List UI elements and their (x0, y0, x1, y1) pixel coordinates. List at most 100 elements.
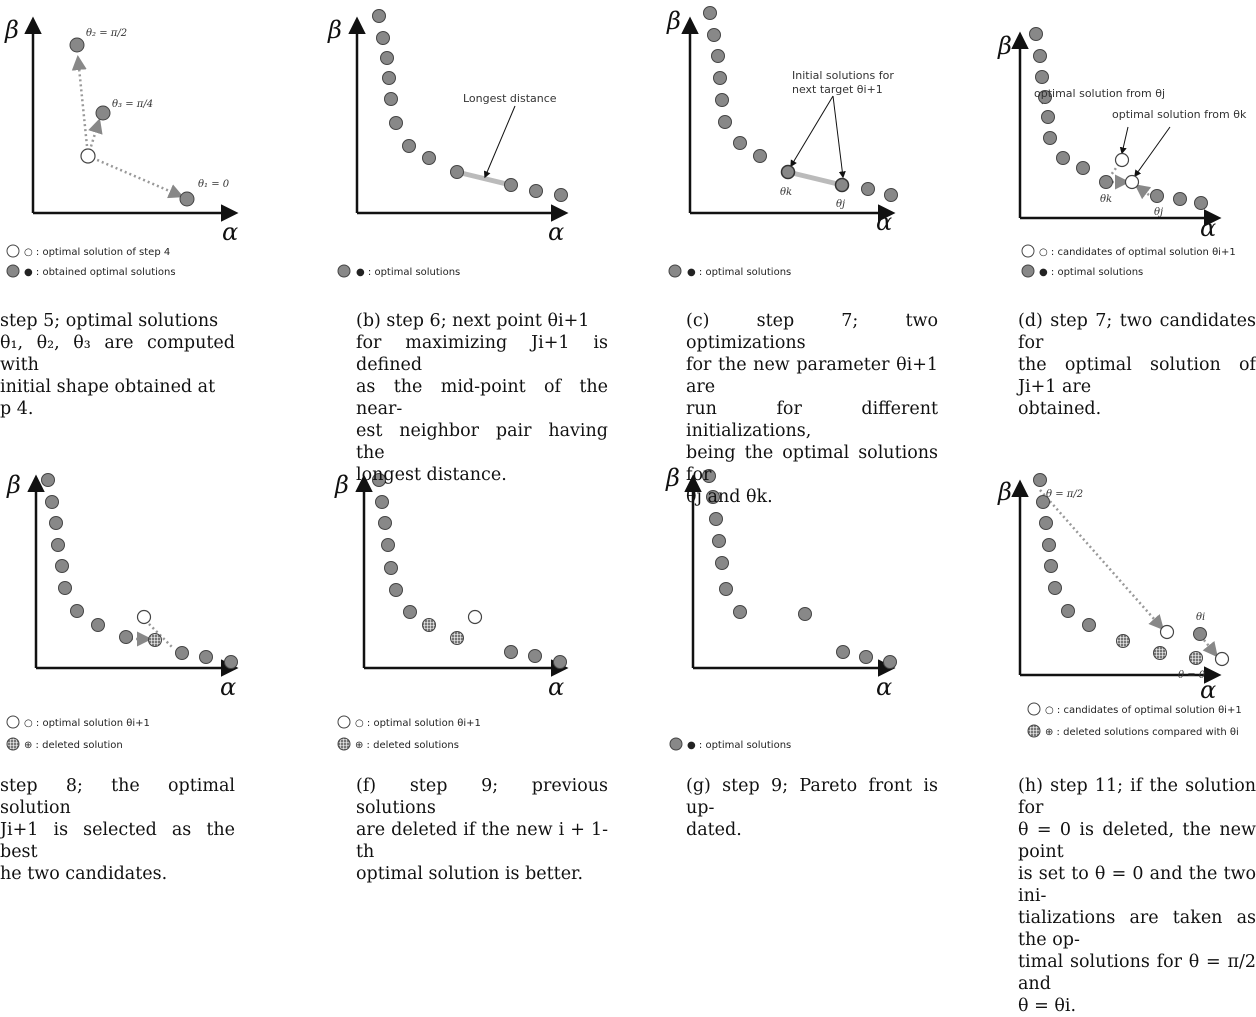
caption-g: (g) step 9; Pareto front is up- dated. (686, 776, 938, 840)
panel-f: β α ○ : optimal solution θi+1 ⊕ : delete… (334, 471, 569, 751)
legend-open-marker (1021, 244, 1035, 258)
caption-h: (h) step 11; if the solution for θ = 0 i… (1018, 776, 1256, 1016)
theta-zero-label: θ = 0 (1178, 670, 1206, 681)
legend-filled-marker (1021, 264, 1035, 278)
deleted-solution-point (422, 618, 436, 632)
longest-distance-pointer (483, 105, 516, 179)
arrow-to-theta2 (71, 55, 90, 157)
theta-k-label: θk (1100, 194, 1112, 205)
panel-c: β α Initial solutions for next target θi… (666, 6, 898, 278)
legend-text: ● : obtained optimal solutions (24, 267, 176, 278)
x-axis-label: α (222, 218, 238, 246)
legend-open-marker (6, 244, 20, 258)
candidate-point (1159, 624, 1175, 640)
arrow-to-theta1 (87, 154, 184, 199)
y-axis-label: β (665, 464, 680, 492)
pareto-points (1033, 473, 1207, 641)
optimal-solution-point (95, 105, 111, 121)
theta3-label: θ₃ = π/4 (112, 99, 153, 110)
caption-b: (b) step 6; next point θi+1 for maximizi… (356, 311, 608, 485)
legend-hatched-marker (6, 737, 20, 751)
arrow-from-pi2 (1039, 489, 1164, 631)
x-axis-label: α (220, 673, 236, 701)
theta-pi2-label: θ = π/2 (1046, 489, 1083, 500)
init-pointer-k (790, 95, 834, 168)
deleted-solution-point (1189, 651, 1203, 665)
pareto-points (703, 6, 898, 202)
theta2-label: θ₂ = π/2 (86, 28, 127, 39)
legend-open-marker (337, 715, 351, 729)
longest-distance-label: Longest distance (463, 92, 557, 105)
from-theta-k-label: optimal solution from θk (1112, 108, 1247, 121)
pareto-points (41, 473, 238, 669)
legend-text: ⊕ : deleted solutions (355, 740, 459, 751)
panel-a: β α θ₂ = π/2 θ₃ = π/4 θ₁ = 0 ○ : optimal… (4, 16, 239, 278)
figure-canvas: β α θ₂ = π/2 θ₃ = π/4 θ₁ = 0 ○ : optimal… (4, 6, 1247, 751)
deleted-solution-point (1116, 634, 1130, 648)
x-axis-label: α (548, 218, 564, 246)
optimal-solution-point (179, 191, 195, 207)
y-axis-label: β (997, 478, 1012, 506)
pareto-points (1029, 27, 1208, 210)
caption-c: (c) step 7; two optimizations for the ne… (686, 311, 938, 507)
legend-text: ● : optimal solutions (1039, 267, 1143, 278)
panel-d: β α optimal solution from θj optimal sol… (997, 27, 1247, 278)
initial-solutions-label: next target θi+1 (792, 83, 883, 96)
legend-open-marker (1027, 702, 1041, 716)
candidate-point (1214, 651, 1230, 667)
selection-link (148, 623, 174, 649)
x-axis-label: α (876, 673, 892, 701)
optimal-solution-point (467, 609, 483, 625)
panel-e: β α ○ : optimal solution θi+1 ⊕ : delete… (6, 471, 239, 751)
legend-text: ● : optimal solutions (687, 740, 791, 751)
theta-j-label: θj (836, 199, 845, 210)
pointer-from-k (1119, 126, 1129, 155)
optimal-solution-point (69, 37, 85, 53)
panel-b: β α Longest distance ● : optimal solutio… (327, 9, 569, 278)
longest-distance-segment (456, 169, 512, 188)
from-theta-j-label: optimal solution from θj (1034, 87, 1165, 100)
pareto-points (702, 469, 897, 669)
caption-a: step 5; optimal solutions θ₁, θ₂, θ₃ are… (0, 311, 235, 419)
panel-h: β α θ = π/2 θi θ = 0 ○ : candidates of o… (997, 473, 1242, 738)
legend-text: ● : optimal solutions (356, 267, 460, 278)
deleted-solution-point (148, 633, 162, 647)
caption-e: step 8; the optimal solution Ji+1 is sel… (0, 776, 235, 884)
legend-filled-marker (669, 737, 683, 751)
panel-g: β α ● : optimal solutions (665, 464, 897, 751)
legend-text: ○ : optimal solution θi+1 (355, 718, 481, 729)
theta-k-label: θk (780, 187, 792, 198)
candidate-point (1124, 174, 1140, 190)
initial-solutions-label: Initial solutions for (792, 69, 894, 82)
init-pointer-j (832, 95, 846, 179)
y-axis-label: β (997, 32, 1012, 60)
theta-i-label: θi (1196, 612, 1205, 623)
legend-text: ○ : optimal solution of step 4 (24, 247, 170, 258)
legend-filled-marker (337, 264, 351, 278)
longest-distance-segment (787, 169, 843, 188)
legend-text: ○ : candidates of optimal solution θi+1 (1045, 705, 1242, 716)
pointer-from-k2 (1134, 126, 1171, 178)
theta1-label: θ₁ = 0 (198, 179, 230, 190)
x-axis-label: α (876, 208, 892, 236)
candidate-link (1134, 184, 1154, 200)
initial-solution-k (780, 164, 796, 180)
deleted-solution-point (450, 631, 464, 645)
y-axis-label: β (4, 16, 19, 44)
x-axis-label: α (548, 673, 564, 701)
optimal-solution-point (136, 609, 152, 625)
initial-solution-j (834, 177, 850, 193)
legend-open-marker (6, 715, 20, 729)
pareto-points (372, 473, 567, 669)
legend-text: ⊕ : deleted solutions compared with θi (1045, 727, 1239, 738)
y-axis-label: β (666, 7, 681, 35)
legend-text: ○ : candidates of optimal solution θi+1 (1039, 247, 1236, 258)
arrow-from-theta-i (1202, 639, 1218, 658)
theta-j-label: θj (1154, 207, 1163, 218)
legend-hatched-marker (1027, 724, 1041, 738)
legend-filled-marker (6, 264, 20, 278)
pareto-points (372, 9, 568, 202)
deleted-solution-point (1153, 646, 1167, 660)
candidate-point (1114, 152, 1130, 168)
x-axis-label: α (1200, 214, 1216, 242)
